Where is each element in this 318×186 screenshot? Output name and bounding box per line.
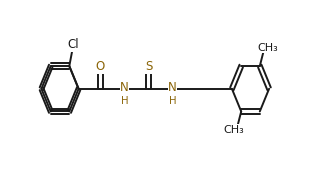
Text: N: N	[120, 81, 129, 94]
Text: CH₃: CH₃	[257, 43, 278, 53]
Text: O: O	[96, 60, 105, 73]
Text: H: H	[169, 96, 176, 106]
Text: N: N	[168, 81, 177, 94]
Text: Cl: Cl	[67, 38, 79, 51]
Text: H: H	[121, 96, 128, 106]
Text: S: S	[145, 60, 152, 73]
Text: CH₃: CH₃	[223, 125, 244, 135]
